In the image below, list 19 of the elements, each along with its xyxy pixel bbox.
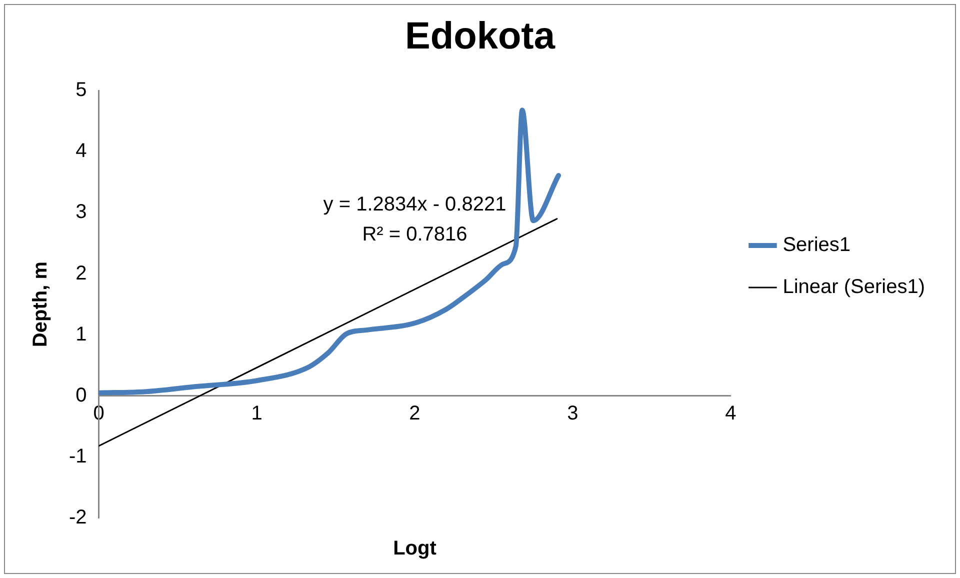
y-tick-label: -2 bbox=[68, 506, 87, 529]
y-tick-label: 0 bbox=[76, 384, 87, 406]
x-tick-label: 4 bbox=[725, 402, 736, 424]
y-tick-label: -1 bbox=[68, 445, 87, 468]
y-axis-title: Depth, m bbox=[30, 262, 52, 348]
y-tick-label: 5 bbox=[76, 79, 87, 102]
y-tick-label: 4 bbox=[76, 140, 87, 162]
y-tick-label: 1 bbox=[76, 323, 87, 346]
annotation: R² = 0.7816 bbox=[362, 223, 468, 246]
y-tick-label: 3 bbox=[76, 201, 87, 224]
x-axis-title: Logt bbox=[393, 538, 437, 560]
chart-title: Edokota bbox=[405, 15, 556, 58]
x-tick-label: 2 bbox=[409, 402, 420, 424]
y-tick-label: 2 bbox=[76, 262, 87, 284]
legend-label: Series1 bbox=[782, 234, 851, 256]
x-tick-label: 1 bbox=[251, 402, 262, 424]
legend-label: Linear (Series1) bbox=[782, 276, 926, 298]
annotation: y = 1.2834x - 0.8221 bbox=[323, 193, 506, 216]
x-tick-label: 3 bbox=[567, 402, 578, 424]
